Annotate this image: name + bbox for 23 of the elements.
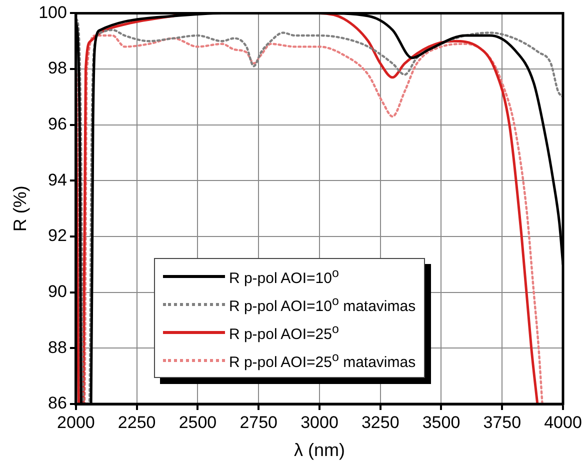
legend-label: R p-pol AOI=25$^{o}$ [228, 321, 339, 345]
x-tick-label: 2500 [178, 412, 217, 432]
x-tick-label: 3250 [361, 412, 400, 432]
x-tick-label: 4000 [544, 412, 582, 432]
y-tick-label: 94 [48, 170, 67, 190]
x-tick-label: 3750 [483, 412, 522, 432]
x-axis-title: λ (nm) [294, 440, 345, 460]
y-tick-label: 90 [48, 282, 67, 302]
y-tick-label: 88 [48, 338, 67, 357]
y-tick-label: 96 [48, 114, 67, 134]
legend-label: R p-pol AOI=10$^{o}$ [228, 265, 339, 289]
x-tick-label: 2000 [57, 412, 95, 432]
x-tick-label: 3000 [300, 412, 338, 432]
x-tick-label: 3500 [422, 412, 460, 432]
x-tick-label: 2250 [118, 412, 156, 432]
y-tick-label: 86 [48, 394, 67, 413]
legend-label: R p-pol AOI=10$^{o}$ matavimas [228, 293, 416, 317]
y-axis-title: R (%) [10, 186, 30, 232]
y-tick-label: 98 [48, 58, 67, 78]
y-tick-label: 100 [38, 2, 67, 22]
legend-label: R p-pol AOI=25$^{o}$ matavimas [228, 349, 416, 373]
x-tick-label: 2750 [240, 412, 278, 432]
y-tick-label: 92 [48, 226, 67, 246]
